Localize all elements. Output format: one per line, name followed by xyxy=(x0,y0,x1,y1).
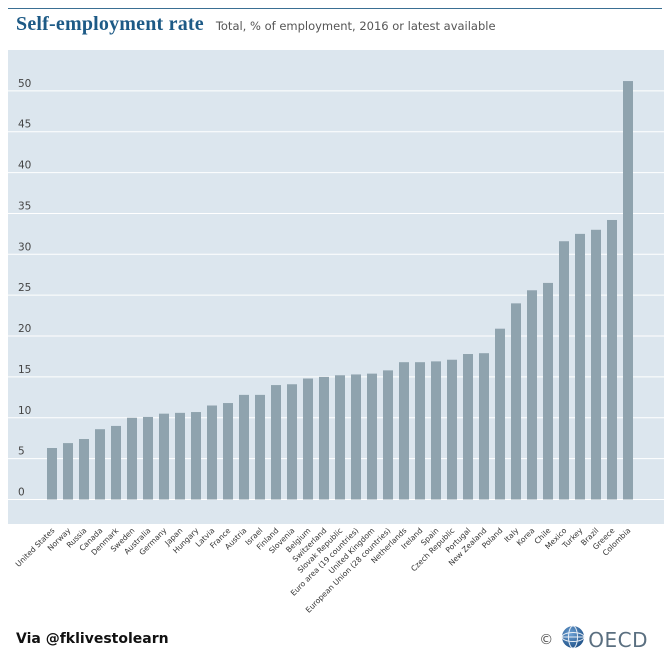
via-credit: Via @fklivestolearn xyxy=(16,631,169,647)
bar xyxy=(415,362,425,500)
chart-area: 0 5 10 15 20 25 30 35 40 45 50 United States Norway R… xyxy=(8,46,664,650)
bar xyxy=(239,394,249,500)
top-rule xyxy=(8,8,662,9)
bar xyxy=(319,376,329,500)
bar xyxy=(143,416,153,500)
copyright-symbol: © xyxy=(539,631,554,648)
bar xyxy=(335,375,345,500)
y-tick-label: 10 xyxy=(18,405,31,417)
bar xyxy=(175,412,185,500)
bar xyxy=(47,447,57,500)
bar xyxy=(191,412,201,500)
x-tick-label: Korea xyxy=(515,526,537,548)
bar xyxy=(63,443,73,500)
y-tick-label: 50 xyxy=(18,78,31,90)
bar xyxy=(463,354,473,500)
y-tick-label: 0 xyxy=(18,486,25,498)
chart-title: Self-employment rate xyxy=(16,13,204,35)
bar xyxy=(79,439,89,500)
bar xyxy=(559,241,569,500)
bar xyxy=(159,413,169,500)
y-tick-label: 5 xyxy=(18,446,25,458)
y-tick-label: 20 xyxy=(18,323,31,335)
y-tick-label: 30 xyxy=(18,241,31,253)
bar xyxy=(223,403,233,500)
chart-header: Self-employment rate Total, % of employm… xyxy=(16,13,496,43)
bar xyxy=(431,361,441,500)
bar xyxy=(543,282,553,500)
bar xyxy=(207,405,217,500)
bar xyxy=(287,384,297,500)
bar xyxy=(95,429,105,500)
y-tick-label: 15 xyxy=(18,364,31,376)
bar xyxy=(479,353,489,500)
bar xyxy=(399,362,409,500)
bar xyxy=(303,378,313,500)
y-tick-label: 45 xyxy=(18,119,31,131)
y-tick-label: 25 xyxy=(18,282,31,294)
bar xyxy=(511,303,521,500)
bar xyxy=(255,394,265,500)
y-tick-label: 35 xyxy=(18,200,31,212)
oecd-brand: © OECD xyxy=(539,625,648,654)
bar xyxy=(367,373,377,500)
bar xyxy=(383,370,393,500)
bar xyxy=(351,374,361,500)
bar xyxy=(447,359,457,500)
bar xyxy=(527,290,537,500)
chart-subtitle: Total, % of employment, 2016 or latest a… xyxy=(215,19,496,33)
bar xyxy=(623,81,633,500)
bar xyxy=(607,219,617,500)
oecd-globe-icon xyxy=(561,625,585,654)
bar xyxy=(271,385,281,500)
bar xyxy=(591,229,601,500)
oecd-wordmark: OECD xyxy=(588,627,648,652)
bar xyxy=(575,233,585,500)
bar xyxy=(111,425,121,500)
bar xyxy=(495,328,505,500)
y-tick-label: 40 xyxy=(18,160,31,172)
bar xyxy=(127,417,137,500)
